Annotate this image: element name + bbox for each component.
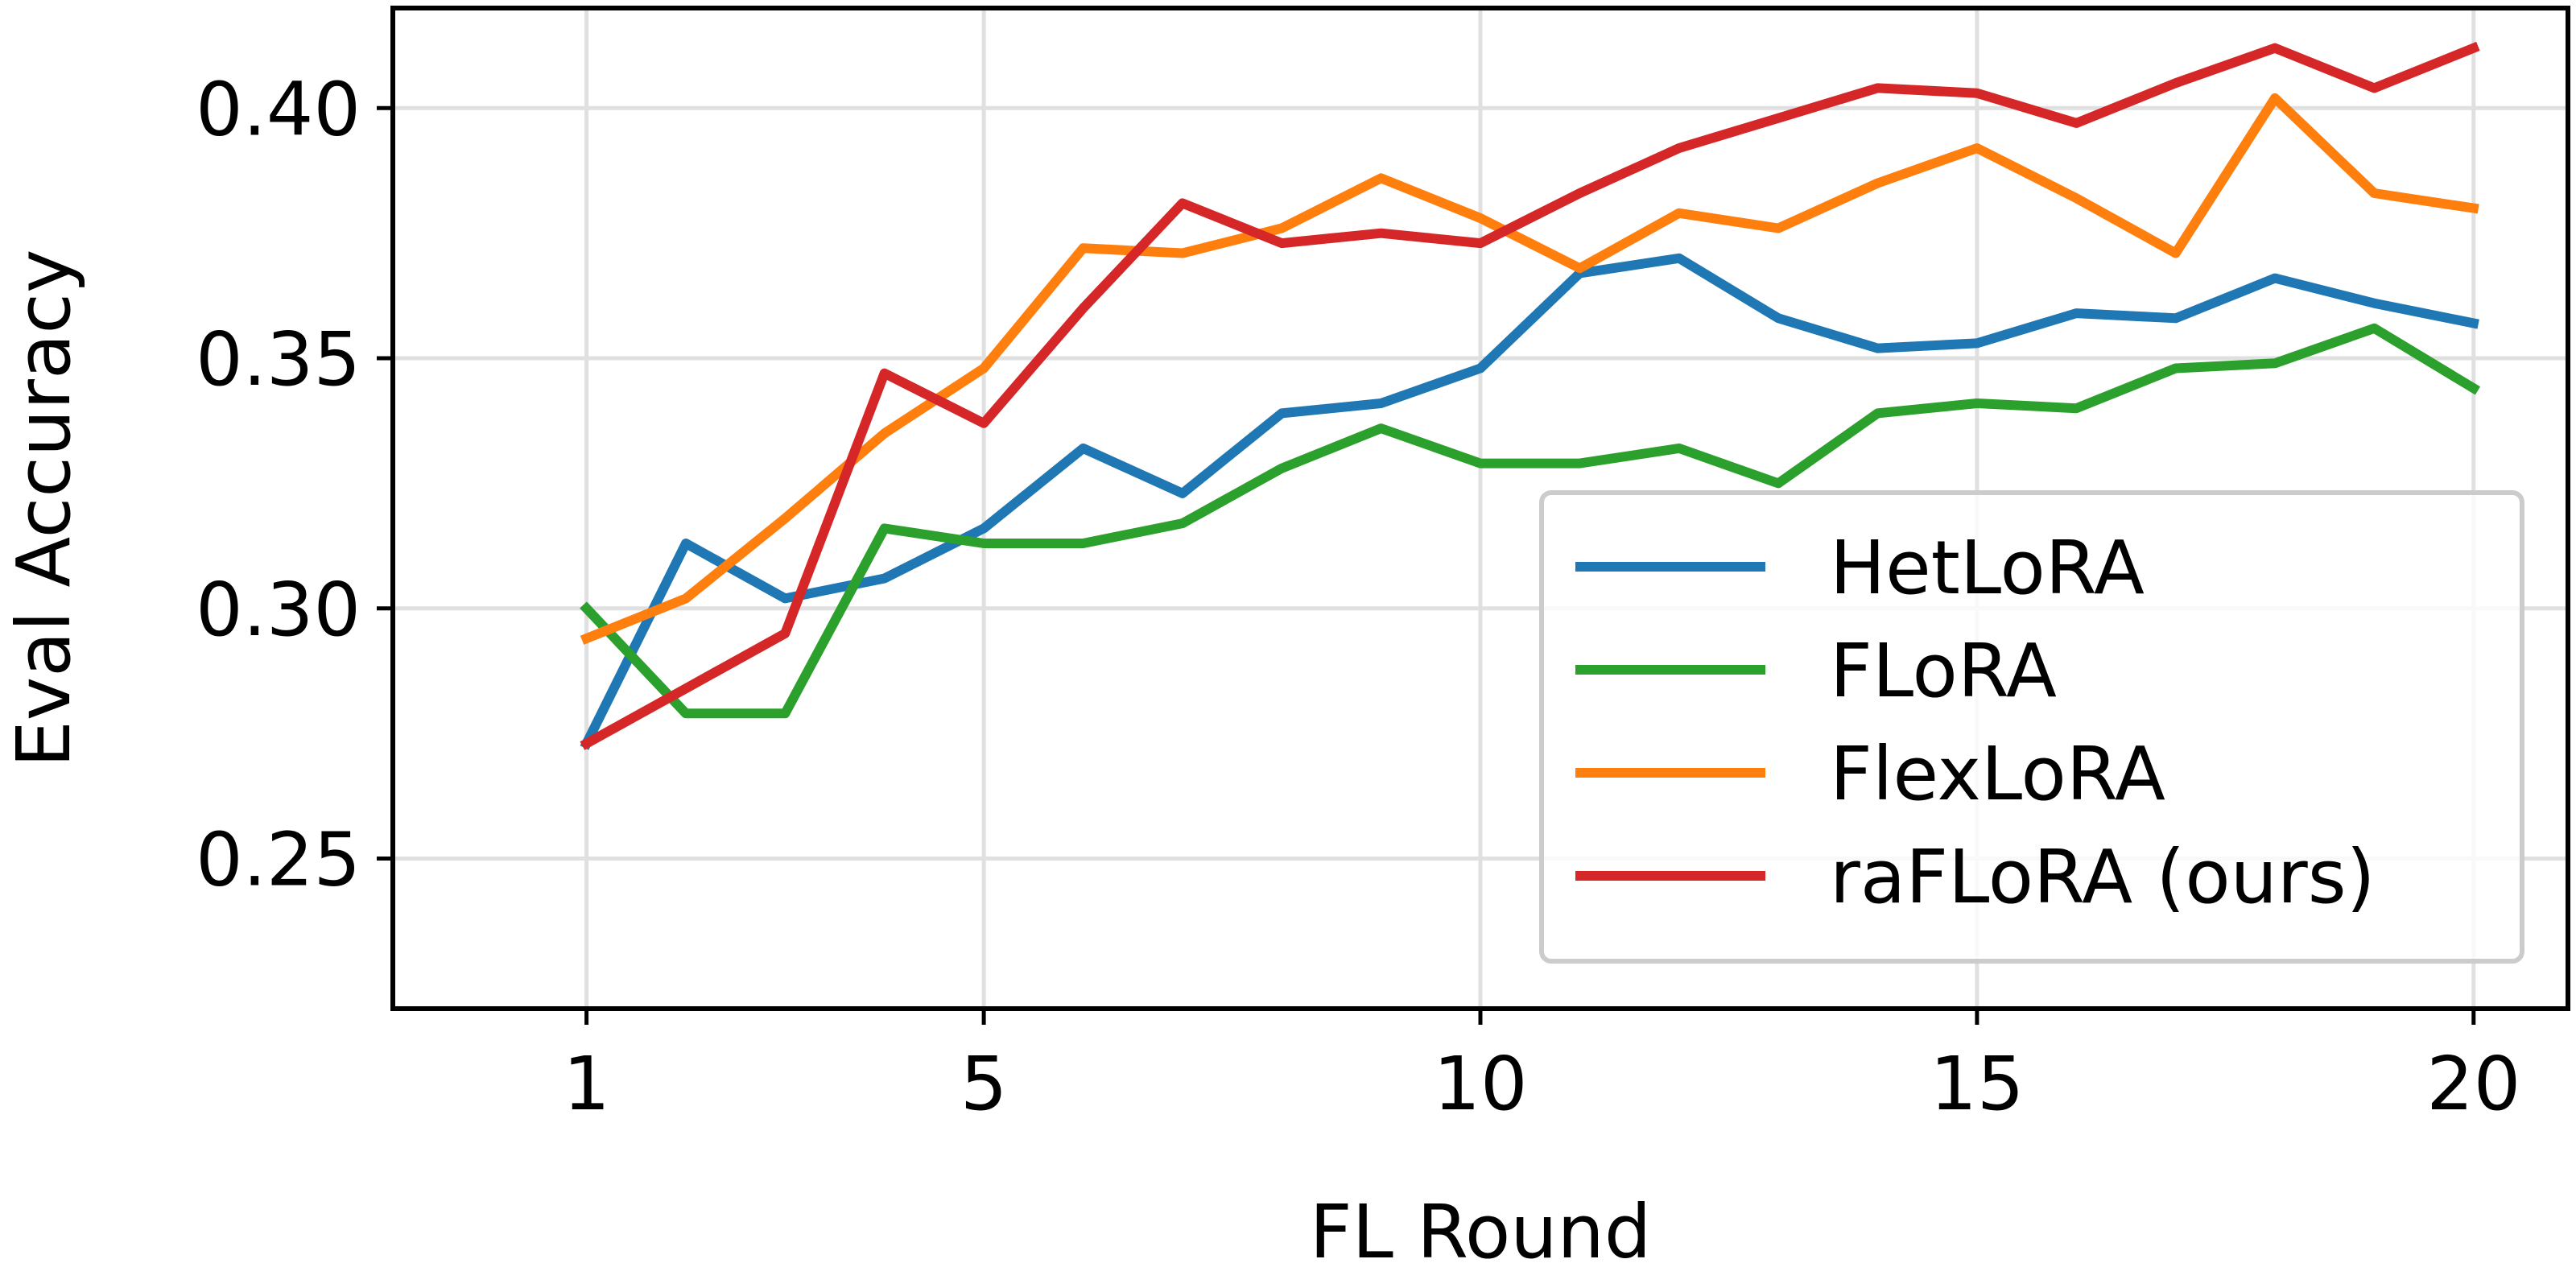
series-line-2 xyxy=(580,93,2479,645)
x-axis-ticks: 1 5 10 15 20 xyxy=(563,1009,2520,1127)
legend-label: FlexLoRA xyxy=(1830,731,2165,817)
x-tick-label: 5 xyxy=(960,1041,1008,1127)
x-tick-label: 20 xyxy=(2426,1041,2520,1127)
legend-label: raFLoRA (ours) xyxy=(1830,834,2376,920)
y-axis-ticks: 0.25 0.30 0.35 0.40 xyxy=(196,66,393,903)
legend-box xyxy=(1539,490,2524,964)
y-tick-label: 0.25 xyxy=(196,817,361,903)
legend-label: HetLoRA xyxy=(1830,525,2145,611)
x-axis-label: FL Round xyxy=(1310,1189,1652,1275)
x-tick-label: 10 xyxy=(1433,1041,1527,1127)
y-tick-label: 0.30 xyxy=(196,567,361,653)
legend: HetLoRA FLoRA FlexLoRA raFLoRA (ours) xyxy=(1539,490,2524,964)
y-tick-label: 0.40 xyxy=(196,66,361,152)
series-lines xyxy=(580,41,2481,750)
legend-label: FLoRA xyxy=(1830,628,2057,714)
y-axis-label: Eval Accuracy xyxy=(1,250,87,768)
series-line-0 xyxy=(580,253,2479,750)
x-tick-label: 1 xyxy=(563,1041,610,1127)
y-tick-label: 0.35 xyxy=(196,316,361,402)
series-line-3 xyxy=(580,41,2480,750)
series-line-1 xyxy=(580,323,2481,719)
legend-items: HetLoRA FLoRA FlexLoRA raFLoRA (ours) xyxy=(1575,525,2376,920)
x-tick-label: 15 xyxy=(1930,1041,2024,1127)
